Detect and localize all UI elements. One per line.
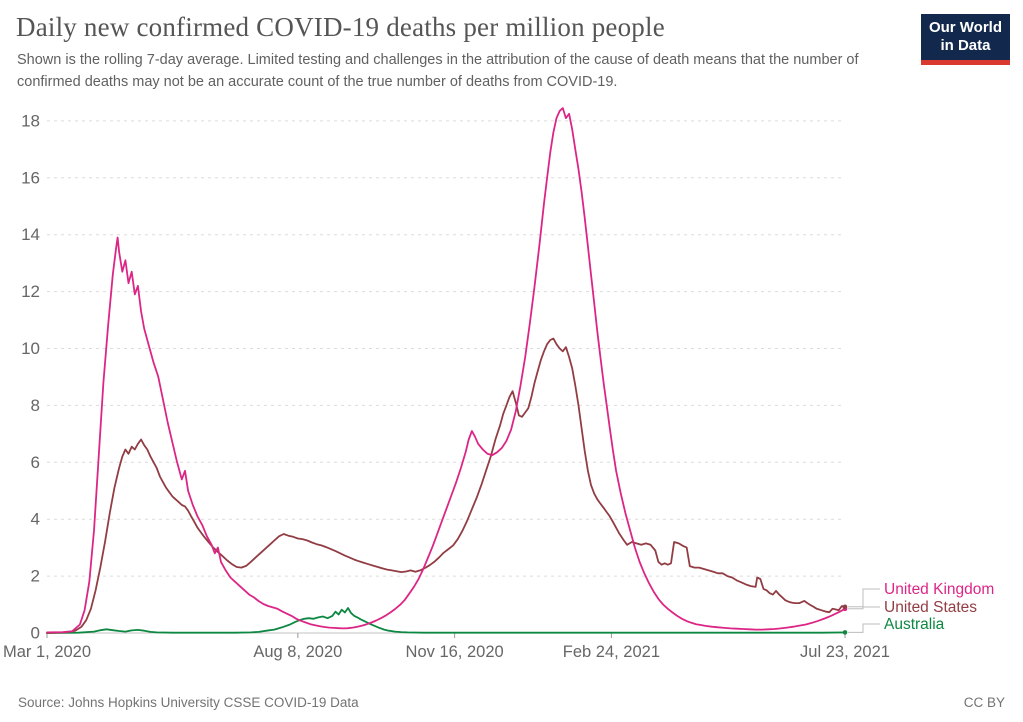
y-tick-label-8: 8 bbox=[31, 396, 40, 415]
endpoint-dot-united-states bbox=[842, 604, 848, 610]
x-tick-label-jul-23-2021: Jul 23, 2021 bbox=[800, 643, 890, 661]
y-tick-label-18: 18 bbox=[21, 111, 40, 130]
legend-connector-united-kingdom bbox=[848, 588, 880, 610]
legend-label-united-states[interactable]: United States bbox=[884, 599, 977, 616]
y-tick-label-6: 6 bbox=[31, 453, 40, 472]
owid-logo-line1: Our World bbox=[928, 19, 1002, 36]
source-note: Source: Johns Hopkins University CSSE CO… bbox=[18, 695, 359, 710]
page-title: Daily new confirmed COVID-19 deaths per … bbox=[16, 12, 665, 42]
y-tick-label-14: 14 bbox=[21, 225, 40, 244]
x-tick-label-feb-24-2021: Feb 24, 2021 bbox=[563, 643, 660, 661]
chart-subtitle: Shown is the rolling 7-day average. Limi… bbox=[17, 52, 859, 90]
x-tick-label-aug-8-2020: Aug 8, 2020 bbox=[253, 643, 342, 661]
line-united-states[interactable] bbox=[46, 337, 846, 634]
endpoint-dot-australia bbox=[842, 630, 848, 635]
y-tick-label-2: 2 bbox=[31, 567, 40, 586]
legend-label-united-kingdom[interactable]: United Kingdom bbox=[884, 581, 994, 598]
y-tick-label-4: 4 bbox=[31, 510, 40, 529]
y-tick-label-10: 10 bbox=[21, 339, 40, 358]
legend-connector-australia bbox=[848, 623, 880, 633]
line-australia[interactable] bbox=[46, 607, 846, 634]
owid-logo-line2: in Data bbox=[940, 37, 991, 54]
x-tick-label-nov-16-2020: Nov 16, 2020 bbox=[406, 643, 504, 661]
y-tick-label-0: 0 bbox=[31, 624, 40, 643]
owid-logo[interactable]: Our World in Data bbox=[920, 14, 1010, 65]
legend-label-australia[interactable]: Australia bbox=[884, 616, 945, 633]
license-badge[interactable]: CC BY bbox=[963, 695, 1005, 710]
chart-footer: Source: Johns Hopkins University CSSE CO… bbox=[0, 695, 1023, 710]
y-tick-label-16: 16 bbox=[21, 168, 40, 187]
x-tick-label-mar-1-2020: Mar 1, 2020 bbox=[3, 643, 91, 661]
y-tick-label-12: 12 bbox=[21, 282, 40, 301]
line-united-kingdom[interactable] bbox=[46, 107, 846, 634]
